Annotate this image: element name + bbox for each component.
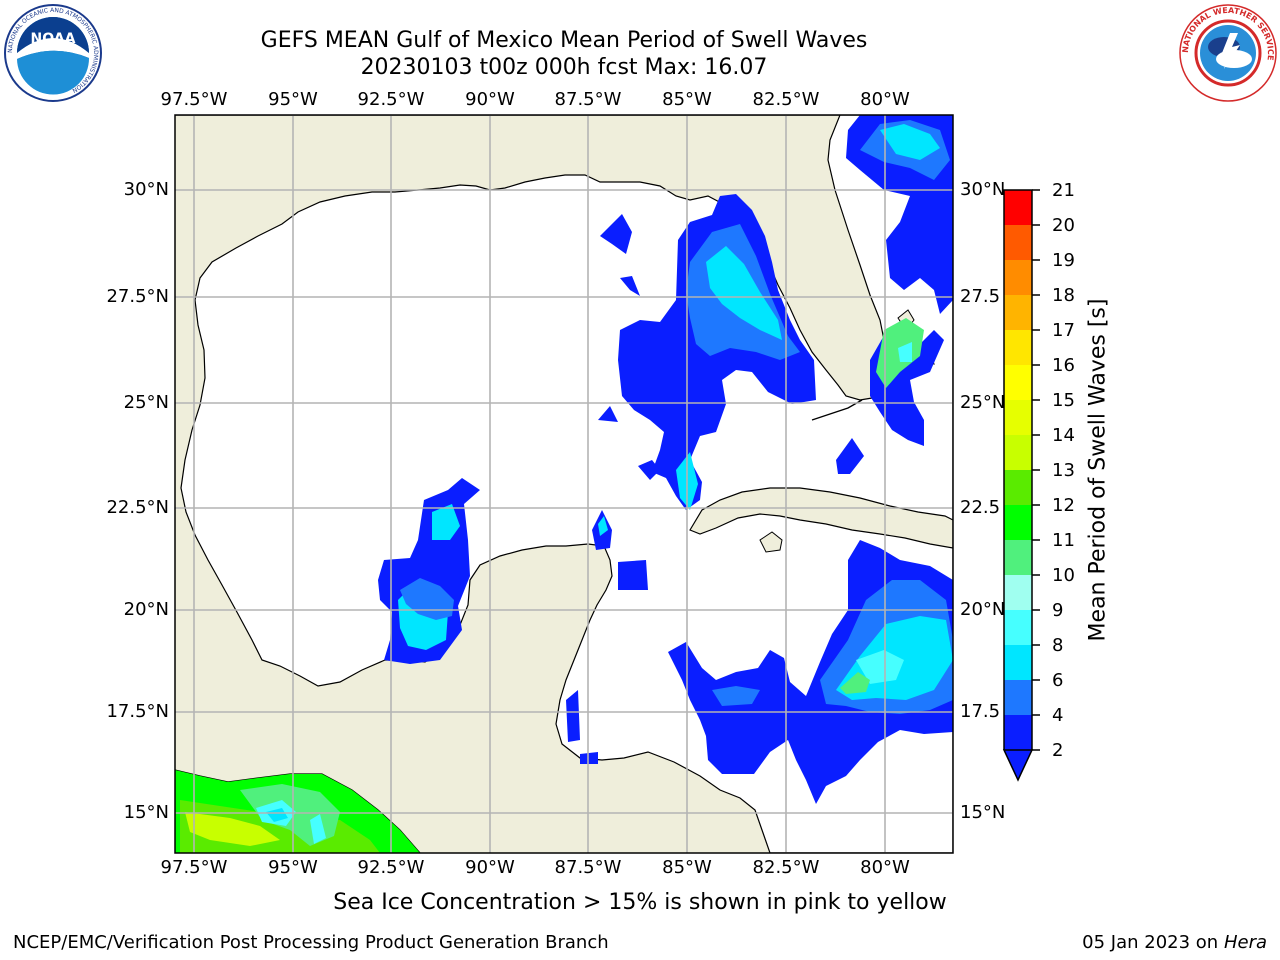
lat-label-right-20: 20°N [960, 599, 1006, 620]
colorbar-tick: 20 [1052, 215, 1075, 236]
run-date-text: 05 Jan 2023 on [1082, 932, 1224, 953]
lat-label-left-27.5: 27.5°N [106, 286, 169, 307]
lon-label-bottom-85: 85°W [662, 857, 712, 878]
lon-label-top-92.5: 92.5°W [357, 89, 425, 110]
lon-label-bottom-82.5: 82.5°W [752, 857, 820, 878]
lat-label-left-22.5: 22.5°N [106, 497, 169, 518]
lon-label-bottom-80: 80°W [860, 857, 910, 878]
lon-label-top-95: 95°W [268, 89, 318, 110]
colorbar-tick: 6 [1052, 670, 1064, 691]
colorbar-tick: 17 [1052, 320, 1075, 341]
noaa-logo: NOAA NATIONAL OCEANIC AND ATMOSPHERIC AD… [4, 4, 102, 102]
colorbar-label: Mean Period of Swell Waves [s] [1085, 298, 1111, 642]
lon-label-top-87.5: 87.5°W [554, 89, 622, 110]
lon-label-top-85: 85°W [662, 89, 712, 110]
florida-keys [811, 399, 863, 421]
lat-label-left-25: 25°N [123, 392, 169, 413]
lat-label-right-30: 30°N [960, 179, 1006, 200]
lat-label-right-15: 15°N [960, 802, 1006, 823]
colorbar-tick: 16 [1052, 355, 1075, 376]
lon-label-bottom-97.5: 97.5°W [160, 857, 228, 878]
colorbar-tick: 13 [1052, 460, 1075, 481]
sea-ice-note: Sea Ice Concentration > 15% is shown in … [333, 890, 947, 915]
colorbar-tick: 21 [1052, 180, 1075, 201]
lon-label-top-97.5: 97.5°W [160, 89, 228, 110]
run-machine: Hera [1223, 932, 1267, 953]
colorbar-tick: 18 [1052, 285, 1075, 306]
colorbar-tick: 8 [1052, 635, 1064, 656]
contour-cyan [706, 246, 782, 340]
lon-label-top-80: 80°W [860, 89, 910, 110]
colorbar-tick: 4 [1052, 705, 1064, 726]
credit-text: NCEP/EMC/Verification Post Processing Pr… [13, 932, 609, 953]
chart-subtitle: 20230103 t00z 000h fcst Max: 16.07 [360, 55, 768, 80]
colorbar-tick: 15 [1052, 390, 1075, 411]
nws-logo: NATIONAL WEATHER SERVICE [1179, 4, 1277, 102]
colorbar-tick: 12 [1052, 495, 1075, 516]
gridlines [175, 115, 953, 853]
lon-label-top-82.5: 82.5°W [752, 89, 820, 110]
chart-title: GEFS MEAN Gulf of Mexico Mean Period of … [260, 28, 868, 53]
lat-label-right-22.5: 22.5 [960, 497, 1001, 518]
lon-label-bottom-95: 95°W [268, 857, 318, 878]
lat-label-right-25: 25°N [960, 392, 1006, 413]
lat-label-left-15: 15°N [123, 802, 169, 823]
lon-label-bottom-90: 90°W [465, 857, 515, 878]
isle-of-youth [759, 531, 783, 553]
colorbar-tick: 14 [1052, 425, 1075, 446]
colorbar-tick: 11 [1052, 530, 1075, 551]
lat-label-right-17.5: 17.5 [960, 701, 1001, 722]
noaa-wordmark: NOAA [31, 31, 76, 47]
lat-label-left-20: 20°N [123, 599, 169, 620]
lat-label-left-30: 30°N [123, 179, 169, 200]
cuba [689, 487, 953, 549]
colorbar-tick: 9 [1052, 600, 1064, 621]
swell-contours [175, 115, 953, 853]
lon-label-bottom-87.5: 87.5°W [554, 857, 622, 878]
colorbar-tick: 19 [1052, 250, 1075, 271]
run-date: 05 Jan 2023 on Hera [1082, 932, 1267, 953]
lon-label-top-90: 90°W [465, 89, 515, 110]
lon-label-bottom-92.5: 92.5°W [357, 857, 425, 878]
colorbar-tick: 2 [1052, 740, 1064, 761]
map-frame [174, 114, 954, 854]
colorbar [1002, 189, 1040, 782]
lat-label-left-17.5: 17.5°N [106, 701, 169, 722]
colorbar-tick: 10 [1052, 565, 1075, 586]
lat-label-right-27.5: 27.5 [960, 286, 1001, 307]
